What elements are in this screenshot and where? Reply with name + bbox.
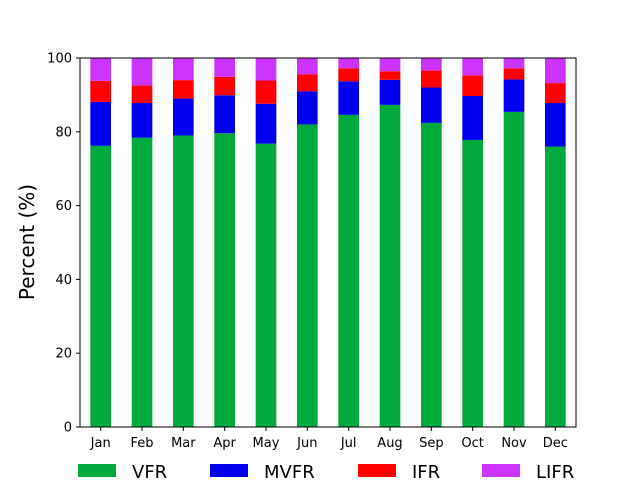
- bar-vfr-jul: [338, 114, 359, 427]
- x-tick-labels: Jan Feb Mar Apr May Jun Jul Aug Sep Oct Nov Dec: [90, 427, 568, 451]
- bar-ifr-jul: [338, 68, 359, 82]
- legend-swatch-mvfr: [210, 464, 248, 477]
- legend-label-mvfr: MVFR: [264, 462, 315, 480]
- bar-lifr-aug: [379, 58, 401, 72]
- bar-lifr-apr: [214, 58, 235, 77]
- x-tick-label: Feb: [130, 436, 153, 451]
- bar-mvfr-jun: [297, 91, 318, 125]
- bar-mvfr-mar: [173, 98, 194, 136]
- bar-mvfr-dec: [545, 103, 566, 147]
- bar-mvfr-jan: [90, 101, 111, 146]
- bar-vfr-feb: [131, 137, 153, 427]
- x-tick-label: Dec: [543, 436, 568, 451]
- bar-vfr-apr: [214, 133, 235, 427]
- bar-vfr-may: [255, 143, 277, 428]
- x-tick-label: Jan: [90, 436, 111, 451]
- y-tick-label: 40: [55, 273, 72, 288]
- x-tick-label: Mar: [171, 436, 196, 451]
- bar-ifr-jan: [90, 80, 111, 102]
- bar-lifr-mar: [173, 58, 194, 81]
- legend-label-ifr: IFR: [412, 462, 440, 480]
- y-tick-labels: 0 20 40 60 80 100: [47, 52, 80, 436]
- bar-ifr-may: [255, 80, 277, 104]
- y-tick-label: 100: [47, 52, 72, 67]
- axes: [79, 57, 577, 428]
- bar-mvfr-jul: [338, 81, 359, 115]
- x-tick-label: Nov: [501, 436, 527, 451]
- legend-swatch-lifr: [482, 464, 520, 477]
- x-tick-label: Jul: [340, 436, 357, 451]
- bar-vfr-dec: [545, 146, 566, 427]
- bar-lifr-feb: [131, 58, 153, 86]
- x-tick-label: Aug: [377, 436, 402, 451]
- x-tick-label: Apr: [213, 436, 236, 451]
- bar-ifr-nov: [503, 68, 525, 80]
- bars: [90, 58, 566, 428]
- bar-vfr-sep: [421, 122, 442, 427]
- bar-lifr-oct: [462, 58, 483, 76]
- x-tick-label: Sep: [419, 436, 444, 451]
- bar-vfr-jan: [90, 145, 111, 427]
- x-tick-label: Jun: [296, 436, 317, 451]
- bar-vfr-mar: [173, 135, 194, 428]
- bar-ifr-apr: [214, 76, 235, 96]
- y-axis-label: Percent (%): [15, 184, 39, 300]
- bar-ifr-sep: [421, 70, 442, 88]
- y-tick-label: 0: [64, 421, 72, 436]
- bar-lifr-sep: [421, 58, 442, 71]
- legend-label-lifr: LIFR: [536, 462, 574, 480]
- legend-label-vfr: VFR: [132, 462, 167, 480]
- bar-vfr-oct: [462, 139, 483, 428]
- x-tick-label: Oct: [461, 436, 483, 451]
- bar-ifr-aug: [379, 71, 401, 80]
- legend-swatch-ifr: [358, 464, 396, 477]
- bar-mvfr-apr: [214, 95, 235, 134]
- bar-mvfr-oct: [462, 96, 483, 140]
- bar-mvfr-aug: [379, 79, 401, 105]
- bar-lifr-nov: [503, 58, 525, 69]
- bar-vfr-jun: [297, 124, 318, 428]
- y-tick-label: 60: [55, 199, 72, 214]
- bar-lifr-may: [255, 58, 277, 81]
- y-tick-label: 80: [55, 125, 72, 140]
- bar-ifr-feb: [131, 85, 153, 104]
- bar-vfr-nov: [503, 111, 525, 428]
- bar-lifr-jan: [90, 58, 111, 81]
- bar-ifr-jun: [297, 74, 318, 92]
- bar-mvfr-may: [255, 103, 277, 144]
- bar-mvfr-feb: [131, 103, 153, 138]
- legend-swatch-vfr: [78, 464, 116, 477]
- bar-ifr-oct: [462, 75, 483, 96]
- bar-mvfr-nov: [503, 79, 525, 112]
- bar-mvfr-sep: [421, 87, 442, 123]
- bar-ifr-dec: [545, 83, 566, 104]
- bar-ifr-mar: [173, 80, 194, 99]
- x-tick-label: May: [253, 436, 280, 451]
- bar-lifr-dec: [545, 58, 566, 84]
- bar-lifr-jun: [297, 58, 318, 75]
- y-tick-label: 20: [55, 347, 72, 362]
- legend: VFR MVFR IFR LIFR: [78, 462, 574, 480]
- bar-vfr-aug: [379, 104, 401, 428]
- bar-lifr-jul: [338, 58, 359, 69]
- plot-frame: [79, 57, 577, 428]
